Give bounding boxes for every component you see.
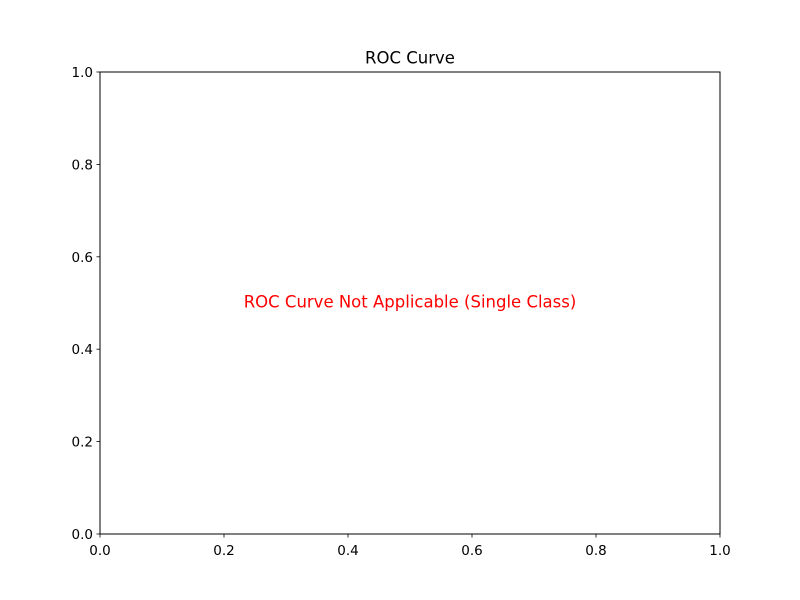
not-applicable-annotation: ROC Curve Not Applicable (Single Class) — [244, 293, 577, 312]
chart-title: ROC Curve — [365, 49, 455, 68]
x-axis-ticks: 0.0 0.2 0.4 0.6 0.8 1.0 — [89, 534, 731, 559]
y-tick-label: 0.4 — [72, 342, 93, 358]
x-tick-label: 1.0 — [709, 543, 730, 559]
y-tick-label: 1.0 — [72, 65, 93, 81]
y-tick-label: 0.8 — [72, 157, 93, 173]
x-tick-label: 0.0 — [89, 543, 110, 559]
x-tick-label: 0.4 — [337, 543, 358, 559]
x-tick-label: 0.2 — [213, 543, 234, 559]
y-tick-label: 0.0 — [72, 527, 93, 543]
x-tick-label: 0.6 — [461, 543, 482, 559]
y-tick-label: 0.6 — [72, 250, 93, 266]
y-axis-ticks: 0.0 0.2 0.4 0.6 0.8 1.0 — [72, 65, 100, 543]
plot-frame — [99, 71, 721, 535]
y-tick-label: 0.2 — [72, 435, 93, 451]
x-tick-label: 0.8 — [585, 543, 606, 559]
